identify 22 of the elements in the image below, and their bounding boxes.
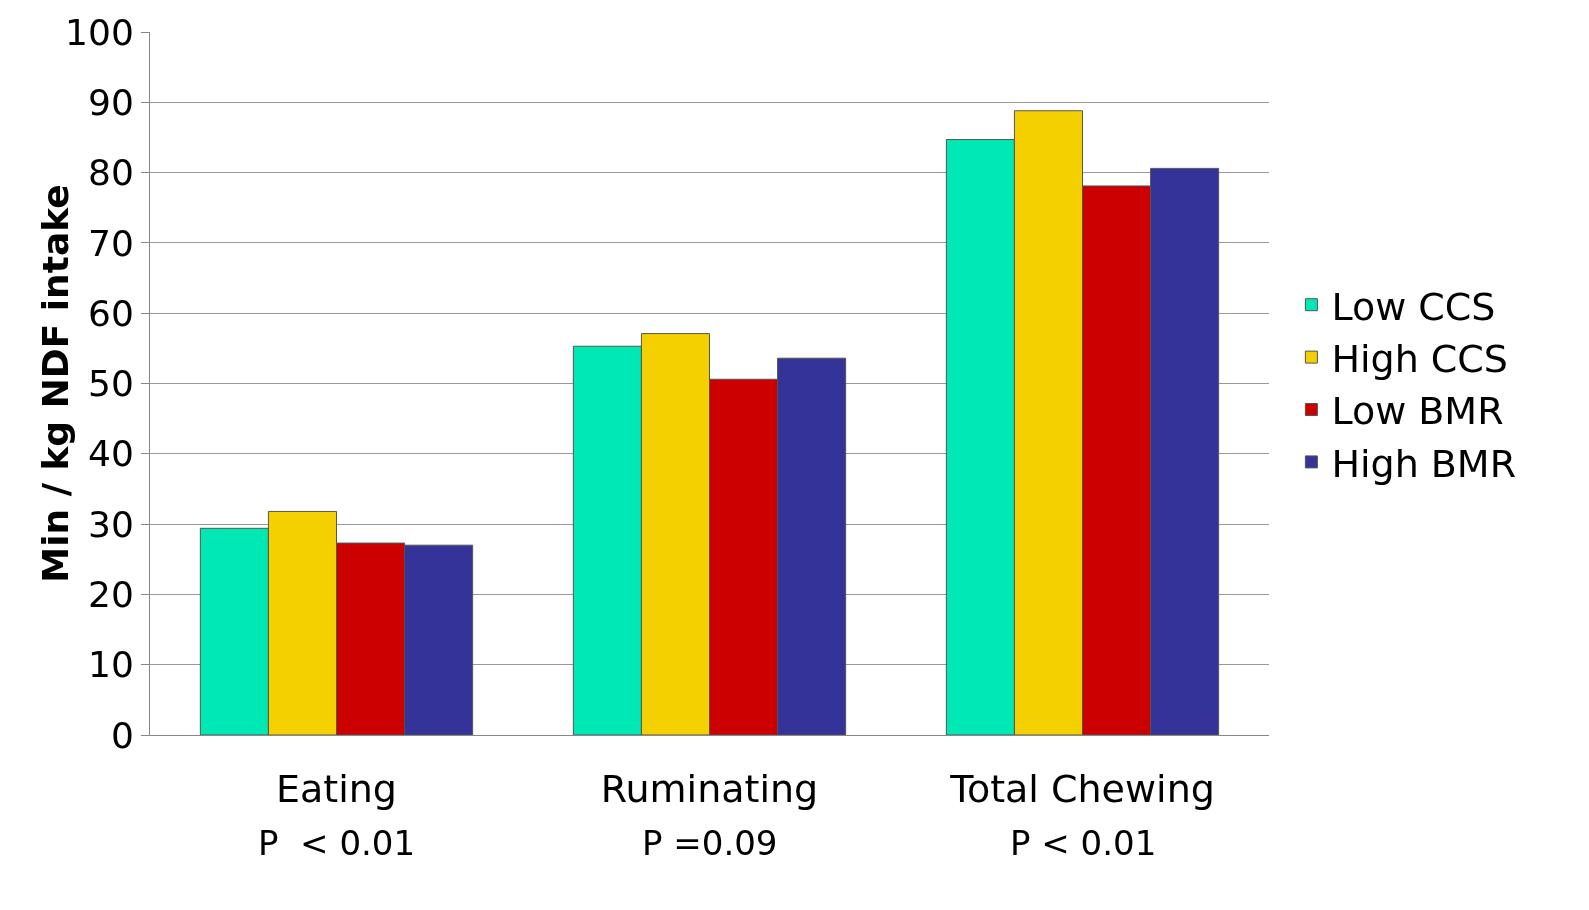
y-tick-label: 50 <box>87 363 134 405</box>
legend-label: High BMR <box>1331 441 1517 486</box>
x-tick-label: Ruminating <box>600 766 819 811</box>
text: P < 0.01 <box>258 823 416 863</box>
text: P < 0.01 <box>1010 823 1157 863</box>
text: P =0.09 <box>642 823 778 863</box>
x-tick-label: Total Chewing <box>949 766 1215 811</box>
y-tick-label: 100 <box>65 11 134 53</box>
legend-label: Low BMR <box>1331 389 1504 434</box>
y-tick-label: 80 <box>87 152 134 194</box>
y-tick-label: 0 <box>110 714 134 756</box>
y-tick-label: 70 <box>87 222 134 264</box>
y-axis-title: Min / kg NDF intake <box>35 184 76 583</box>
y-tick-label: 30 <box>87 503 134 545</box>
legend-label: Low CCS <box>1331 284 1496 329</box>
y-tick-label: 90 <box>87 81 134 123</box>
y-tick-label: 60 <box>87 292 134 334</box>
y-tick-label: 10 <box>87 644 134 686</box>
y-tick-label: 40 <box>87 433 134 475</box>
legend-label: High CCS <box>1331 336 1508 381</box>
x-tick-label: Eating <box>276 766 397 811</box>
y-tick-label: 20 <box>87 574 134 615</box>
